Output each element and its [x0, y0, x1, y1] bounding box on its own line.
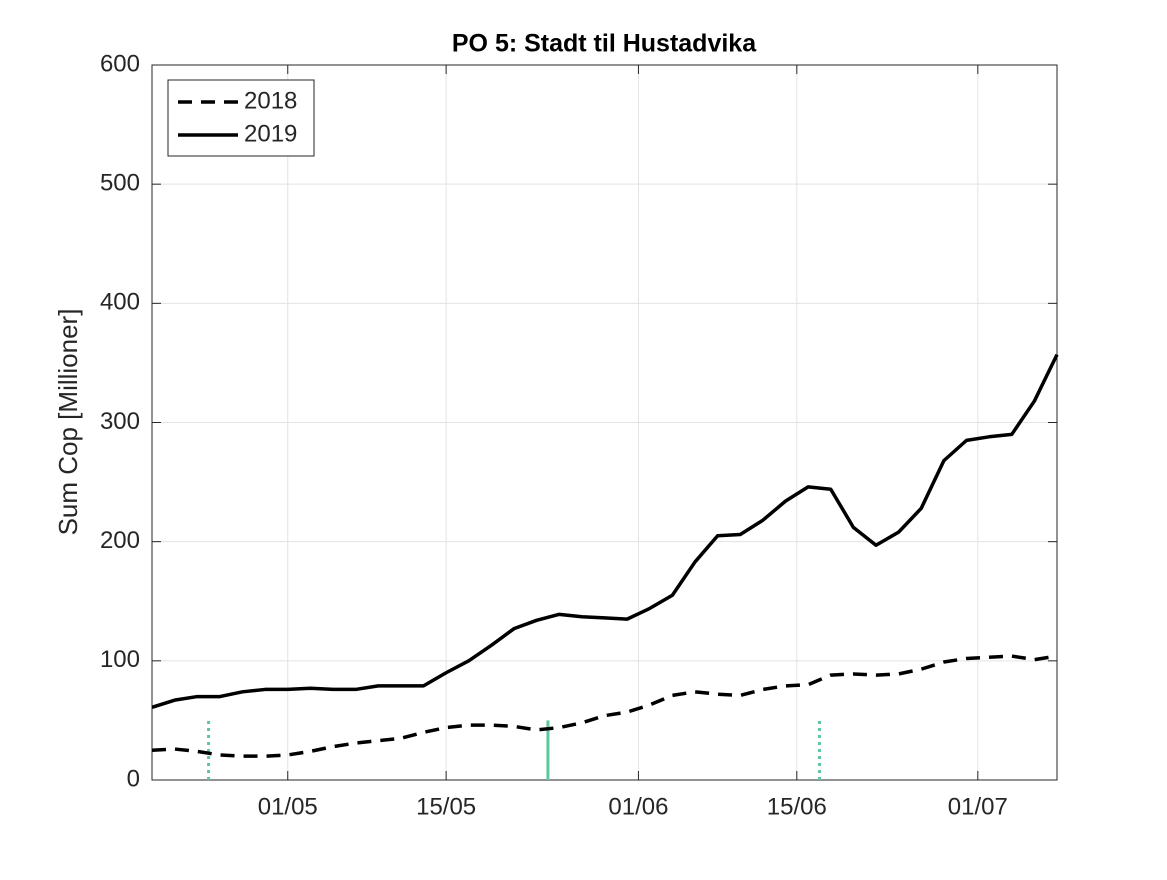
y-tick-label: 500 — [100, 170, 140, 197]
y-tick-label: 300 — [100, 408, 140, 435]
legend-label: 2018 — [244, 87, 297, 114]
data-line — [151, 353, 1059, 709]
y-tick-label: 400 — [100, 289, 140, 316]
plot-frame — [151, 64, 1058, 781]
chart-title: PO 5: Stadt til Hustadvika — [452, 30, 757, 58]
y-axis-label: Sum Cop [Millioner] — [53, 309, 83, 536]
data-line — [151, 654, 1058, 758]
x-tick-label: 01/07 — [948, 793, 1008, 820]
legend-label: 2019 — [244, 120, 297, 147]
y-tick-label: 200 — [100, 527, 140, 554]
x-tick-label: 01/06 — [608, 793, 668, 820]
x-tick-label: 15/05 — [416, 793, 476, 820]
x-tick-label: 15/06 — [767, 793, 827, 820]
y-tick-label: 0 — [127, 765, 140, 792]
y-tick-label: 100 — [100, 646, 140, 673]
y-tick-label: 600 — [100, 50, 140, 77]
legend-box — [167, 79, 315, 157]
x-tick-label: 01/05 — [258, 793, 318, 820]
